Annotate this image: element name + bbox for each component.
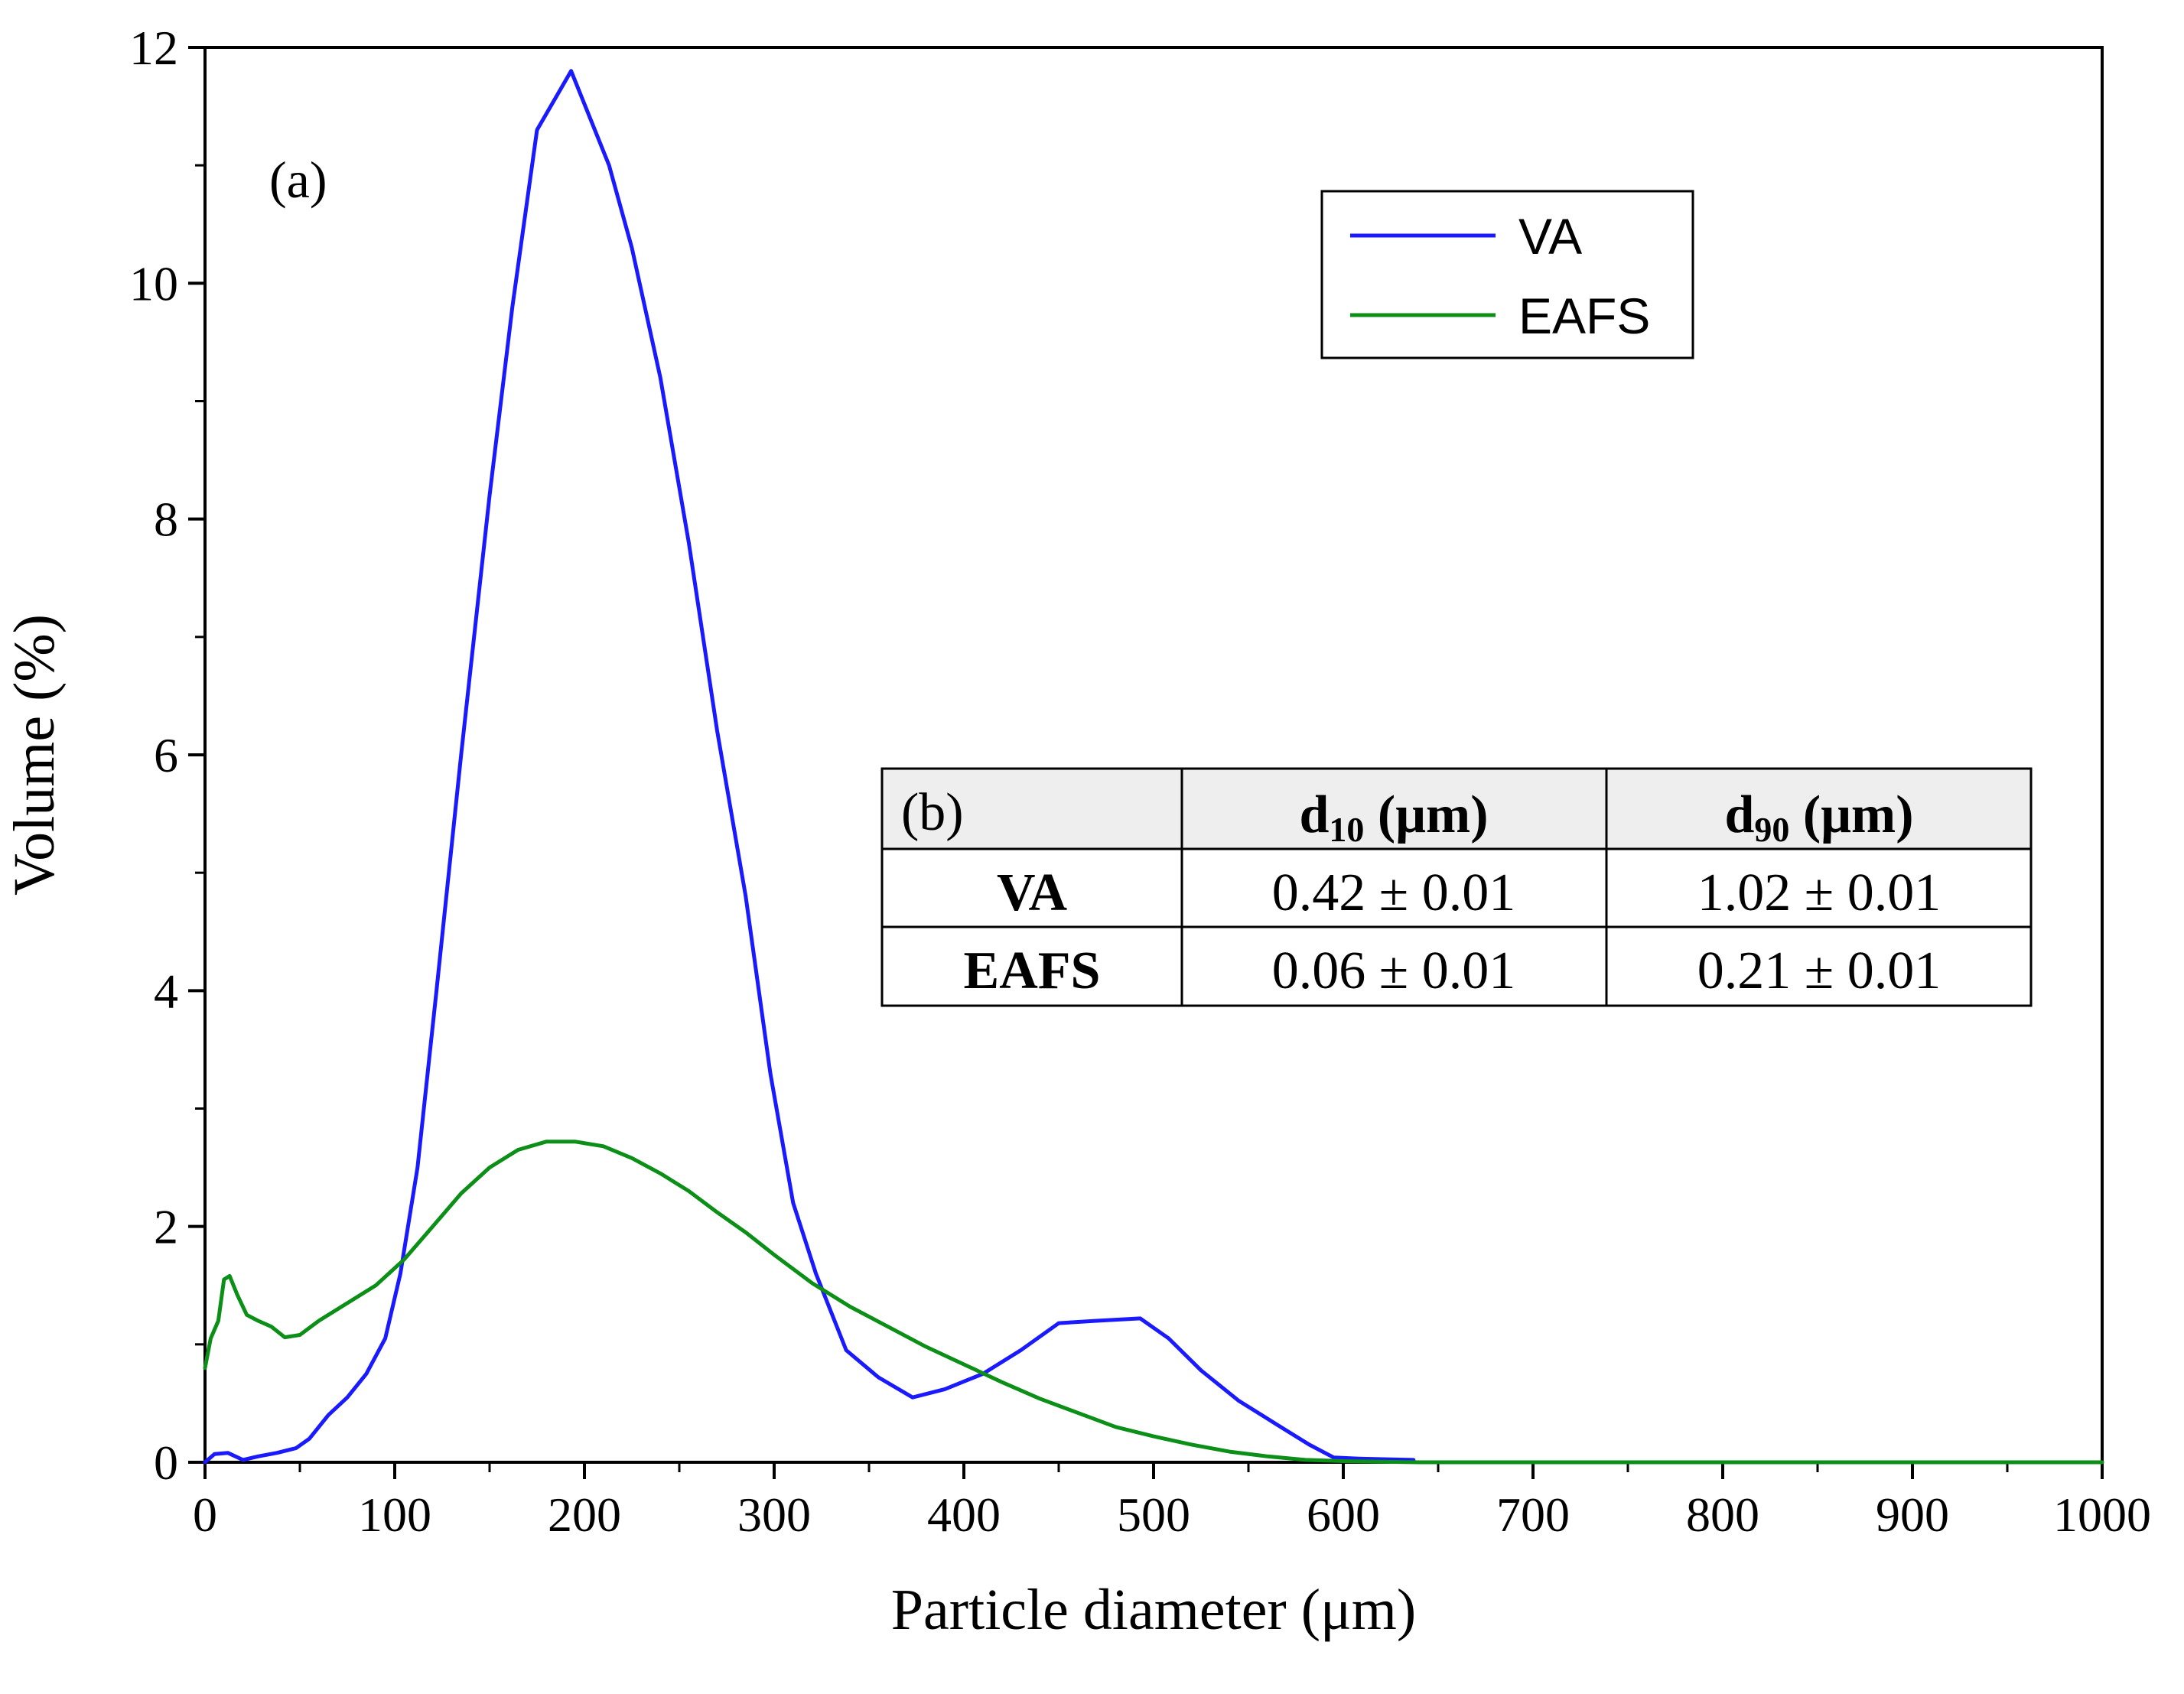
table-row-eafs-d10: 0.06 ± 0.01: [1272, 941, 1515, 1000]
x-tick-label: 100: [358, 1488, 431, 1542]
x-tick-label: 600: [1307, 1488, 1380, 1542]
y-tick-label: 0: [154, 1436, 178, 1490]
x-tick-label: 0: [193, 1488, 217, 1542]
series-lines: [203, 69, 2104, 1465]
y-axis-title: Volume (%): [2, 614, 67, 896]
x-tick-label: 800: [1686, 1488, 1759, 1542]
axis-ticks: [188, 46, 2104, 1479]
y-tick-label: 4: [154, 964, 178, 1018]
table-border: [880, 767, 2033, 1007]
x-tick-label: 400: [927, 1488, 1001, 1542]
y-tick-label: 12: [129, 21, 178, 75]
table-row-va-d90: 1.02 ± 0.01: [1697, 863, 1941, 922]
x-tick-label: 900: [1876, 1488, 1949, 1542]
table-row-eafs-name: EAFS: [964, 941, 1101, 1000]
x-tick-label: 500: [1117, 1488, 1190, 1542]
x-tick-label: 1000: [2053, 1488, 2151, 1542]
inset-table: (b) d10 (μm) d90 (μm) VA 0.42 ± 0.01 1.0…: [880, 767, 2033, 1007]
panel-label-a: (a): [269, 151, 327, 209]
y-tick-label: 8: [154, 493, 178, 547]
y-tick-labels: 0 2 4 6 8 10 12: [129, 21, 178, 1490]
x-tick-label: 300: [737, 1488, 811, 1542]
series-line-eafs: [203, 1140, 2104, 1465]
table-header-bg: [882, 769, 2031, 849]
y-tick-label: 10: [129, 256, 178, 311]
legend-label-va: VA: [1518, 208, 1582, 265]
legend: VA EAFS: [1320, 190, 1694, 359]
x-tick-labels: 0 100 200 300 400 500 600 700 800 900 1000: [193, 1488, 2151, 1542]
table-row-eafs-d90: 0.21 ± 0.01: [1697, 941, 1941, 1000]
legend-label-eafs: EAFS: [1518, 288, 1650, 344]
table-row-va-name: VA: [997, 863, 1068, 922]
x-tick-label: 700: [1496, 1488, 1570, 1542]
series-line-va: [203, 69, 1416, 1465]
x-tick-label: 200: [548, 1488, 621, 1542]
legend-box: [1320, 190, 1694, 359]
y-tick-label: 2: [154, 1200, 178, 1254]
y-tick-label: 6: [154, 728, 178, 782]
table-header-d10: d10 (μm): [1299, 785, 1488, 849]
table-label-b: (b): [901, 783, 964, 842]
table-row-va-d10: 0.42 ± 0.01: [1272, 863, 1515, 922]
plot-frame: [203, 46, 2104, 1464]
table-header-d90: d90 (μm): [1724, 785, 1913, 849]
x-axis-title: Particle diameter (μm): [891, 1578, 1416, 1642]
